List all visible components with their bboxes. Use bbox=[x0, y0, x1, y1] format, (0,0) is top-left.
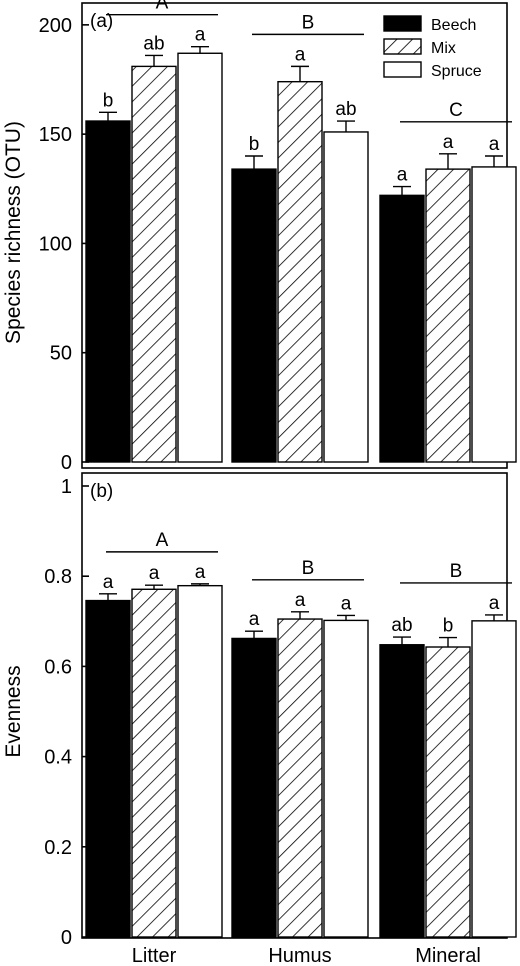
significance-letter: b bbox=[443, 616, 454, 637]
bar-mix-litter bbox=[131, 588, 177, 938]
bar-spruce-humus bbox=[323, 131, 369, 463]
significance-letter: a bbox=[489, 593, 500, 614]
bar-spruce-mineral bbox=[471, 166, 517, 463]
legend-label: Mix bbox=[431, 40, 456, 57]
legend-swatch-mix bbox=[383, 38, 422, 55]
x-category-label: Mineral bbox=[415, 945, 481, 966]
significance-letter: a bbox=[195, 25, 206, 46]
y-tick-label: 0 bbox=[61, 452, 72, 474]
group-letter: A bbox=[156, 530, 169, 551]
significance-letter: a bbox=[341, 593, 352, 614]
significance-letter: ab bbox=[335, 99, 356, 120]
bar-mix-litter bbox=[131, 65, 177, 463]
bar-spruce-litter bbox=[177, 584, 223, 938]
x-category-label: Humus bbox=[268, 945, 331, 966]
y-axis-title: Evenness bbox=[2, 665, 25, 757]
bar-beech-mineral bbox=[379, 644, 425, 938]
bar-mix-mineral bbox=[425, 646, 471, 938]
y-tick-label: 0.4 bbox=[44, 747, 72, 769]
group-letter: B bbox=[302, 558, 315, 579]
panel-label: (b) bbox=[90, 481, 113, 502]
y-tick-label: 1 bbox=[61, 476, 72, 498]
bar-spruce-mineral bbox=[471, 620, 517, 938]
significance-letter: a bbox=[249, 609, 260, 630]
legend-label: Beech bbox=[431, 17, 476, 34]
legend-label: Spruce bbox=[431, 63, 482, 80]
bar-beech-litter bbox=[85, 120, 131, 463]
bar-spruce-humus bbox=[323, 619, 369, 938]
group-letter: C bbox=[449, 100, 463, 121]
group-letter: B bbox=[450, 561, 463, 582]
group-letter: A bbox=[156, 0, 169, 14]
significance-letter: ab bbox=[143, 33, 164, 54]
y-tick-label: 0 bbox=[61, 927, 72, 949]
bar-beech-litter bbox=[85, 599, 131, 938]
group-letter: B bbox=[302, 12, 315, 33]
significance-letter: a bbox=[443, 132, 454, 153]
bar-spruce-litter bbox=[177, 52, 223, 463]
y-tick-label: 50 bbox=[50, 343, 72, 365]
significance-letter: a bbox=[103, 572, 114, 593]
y-tick-label: 0.2 bbox=[44, 837, 72, 859]
bar-mix-humus bbox=[277, 618, 323, 938]
significance-letter: a bbox=[489, 134, 500, 155]
y-tick-label: 100 bbox=[39, 233, 72, 255]
y-tick-label: 0.8 bbox=[44, 566, 72, 588]
x-category-label: Litter bbox=[132, 945, 177, 966]
y-tick-label: 0.6 bbox=[44, 656, 72, 678]
significance-letter: b bbox=[249, 134, 260, 155]
bar-beech-mineral bbox=[379, 194, 425, 463]
significance-letter: a bbox=[195, 562, 206, 583]
significance-letter: b bbox=[103, 90, 114, 111]
bar-beech-humus bbox=[231, 168, 277, 463]
legend-swatch-spruce bbox=[383, 61, 422, 78]
y-tick-label: 150 bbox=[39, 124, 72, 146]
significance-letter: a bbox=[295, 590, 306, 611]
panel-label: (a) bbox=[90, 11, 113, 32]
legend-swatch-beech bbox=[383, 15, 422, 32]
significance-letter: a bbox=[149, 563, 160, 584]
y-axis-title: Species richness (OTU) bbox=[2, 121, 25, 344]
significance-letter: a bbox=[397, 165, 408, 186]
significance-letter: a bbox=[295, 44, 306, 65]
bar-mix-mineral bbox=[425, 168, 471, 463]
bar-mix-humus bbox=[277, 80, 323, 463]
y-tick-label: 200 bbox=[39, 15, 72, 37]
bar-beech-humus bbox=[231, 637, 277, 938]
significance-letter: ab bbox=[391, 615, 412, 636]
